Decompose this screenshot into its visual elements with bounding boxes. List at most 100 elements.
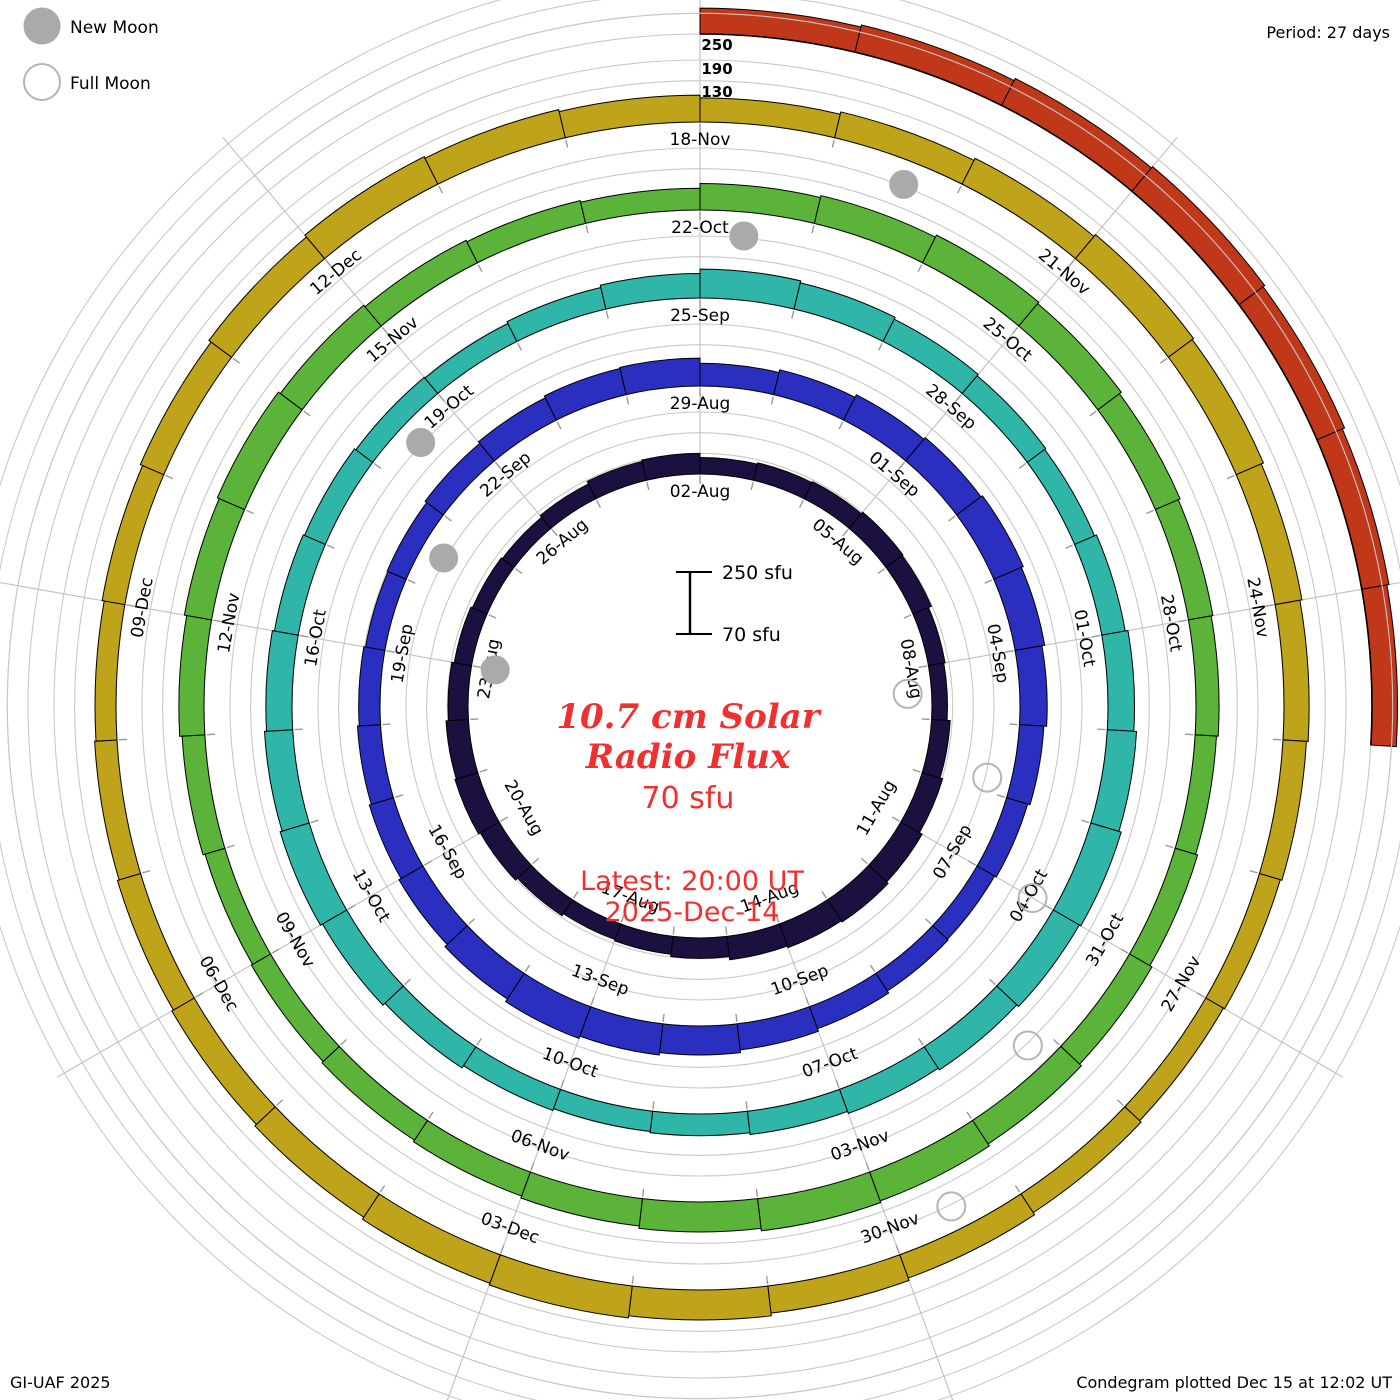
flux-bar xyxy=(358,646,386,727)
grid-arc-level-190 xyxy=(426,432,974,980)
latest-date-label: 2025-Dec-14 xyxy=(605,897,780,928)
ring-date-label: 09-Dec xyxy=(127,576,157,639)
flux-bar xyxy=(1258,739,1307,881)
flux-bar xyxy=(384,985,477,1069)
day-tick xyxy=(966,1111,973,1120)
ring-date-label: 03-Nov xyxy=(828,1126,892,1166)
day-tick xyxy=(438,185,444,194)
flux-bar xyxy=(1154,499,1214,621)
day-tick xyxy=(517,342,523,351)
flux-bar xyxy=(303,448,374,546)
day-tick xyxy=(479,768,488,773)
flux-bar xyxy=(1090,729,1138,833)
full-moon-marker xyxy=(936,1191,967,1222)
ring-date-label: 31-Oct xyxy=(1082,910,1128,970)
flux-bar xyxy=(445,718,479,780)
flux-bar xyxy=(767,1254,910,1314)
flux-bar xyxy=(670,935,730,959)
grid-arc-level-190 xyxy=(162,168,1238,1244)
grid-arc-level-190 xyxy=(74,80,1326,1332)
day-tick xyxy=(325,259,332,267)
period-label-group: Period: 27 days xyxy=(1266,23,1390,42)
day-tick xyxy=(1005,650,1014,653)
flux-bar xyxy=(454,771,500,835)
day-tick xyxy=(395,794,404,798)
day-tick xyxy=(641,1188,645,1197)
day-tick xyxy=(903,614,912,619)
ring-baseline xyxy=(699,33,1373,746)
full-moon-marker xyxy=(892,678,923,709)
flux-bar xyxy=(273,534,327,636)
radial-scale-numbers: 250 190 130 xyxy=(701,36,732,101)
flux-bar xyxy=(1000,77,1153,192)
flux-bar xyxy=(900,771,944,834)
flux-bar xyxy=(921,718,951,779)
ring-date-label: 16-Oct xyxy=(301,608,331,669)
day-tick xyxy=(865,1162,870,1171)
flux-bar xyxy=(116,872,195,1011)
day-tick xyxy=(799,500,804,508)
day-tick xyxy=(246,509,255,515)
ring-date-label: 18-Nov xyxy=(670,130,731,150)
flux-bar xyxy=(1128,847,1199,967)
flux-bar xyxy=(178,614,213,737)
full-moon-marker xyxy=(972,762,1003,793)
flux-bar xyxy=(813,194,937,264)
flux-bar xyxy=(955,495,1024,580)
day-tick xyxy=(556,421,562,430)
day-tick xyxy=(791,310,795,319)
day-tick xyxy=(195,992,204,998)
flux-bar xyxy=(479,821,532,881)
flux-bar xyxy=(927,662,948,721)
flux-bar xyxy=(543,367,627,421)
day-tick xyxy=(662,1013,665,1022)
grid-arc-level-250 xyxy=(317,323,1083,1089)
ring-date-label: 27-Nov xyxy=(1158,953,1206,1016)
legend-group: New Moon Full Moon xyxy=(23,7,159,101)
flux-bar xyxy=(216,391,303,511)
day-tick xyxy=(532,857,540,865)
day-tick xyxy=(805,997,810,1006)
day-tick xyxy=(232,357,240,364)
flux-ring-0 xyxy=(445,452,951,961)
day-tick xyxy=(310,819,319,824)
flux-bar xyxy=(444,924,525,1000)
grid-arc-level-250 xyxy=(229,235,1171,1177)
flux-bar xyxy=(1174,734,1218,856)
flux-bar xyxy=(1026,448,1096,546)
flux-bar xyxy=(506,286,607,343)
scale-number-250: 250 xyxy=(701,36,732,54)
day-tick xyxy=(996,794,1005,798)
day-tick xyxy=(1089,410,1097,417)
day-tick xyxy=(745,1101,748,1110)
new-moon-marker xyxy=(480,655,510,685)
ring-date-label: 01-Oct xyxy=(1069,608,1099,669)
day-tick xyxy=(838,421,844,430)
flux-bar xyxy=(838,1046,939,1114)
day-tick xyxy=(605,310,609,319)
day-tick xyxy=(476,1038,482,1046)
day-tick xyxy=(1120,948,1129,954)
flux-bar xyxy=(94,600,126,742)
flux-bar xyxy=(579,1006,664,1056)
day-tick xyxy=(326,544,335,550)
day-tick xyxy=(1065,544,1074,550)
day-tick xyxy=(652,1101,655,1110)
flux-bar xyxy=(361,1193,501,1284)
day-tick xyxy=(917,264,923,273)
ring-date-label: 07-Oct xyxy=(799,1044,860,1083)
flux-bar xyxy=(453,606,488,667)
day-tick xyxy=(1081,819,1090,824)
grid-arc-level-190 xyxy=(338,344,1062,1068)
flux-bar xyxy=(1005,724,1045,806)
flux-bar xyxy=(899,1193,1036,1279)
day-tick xyxy=(835,1079,840,1088)
footer-plot-time: Condegram plotted Dec 15 at 12:02 UT xyxy=(1076,1373,1392,1392)
day-tick xyxy=(646,482,650,491)
day-tick xyxy=(500,1245,505,1254)
day-tick xyxy=(373,462,382,469)
day-tick xyxy=(404,978,411,986)
flux-bar xyxy=(516,864,574,917)
